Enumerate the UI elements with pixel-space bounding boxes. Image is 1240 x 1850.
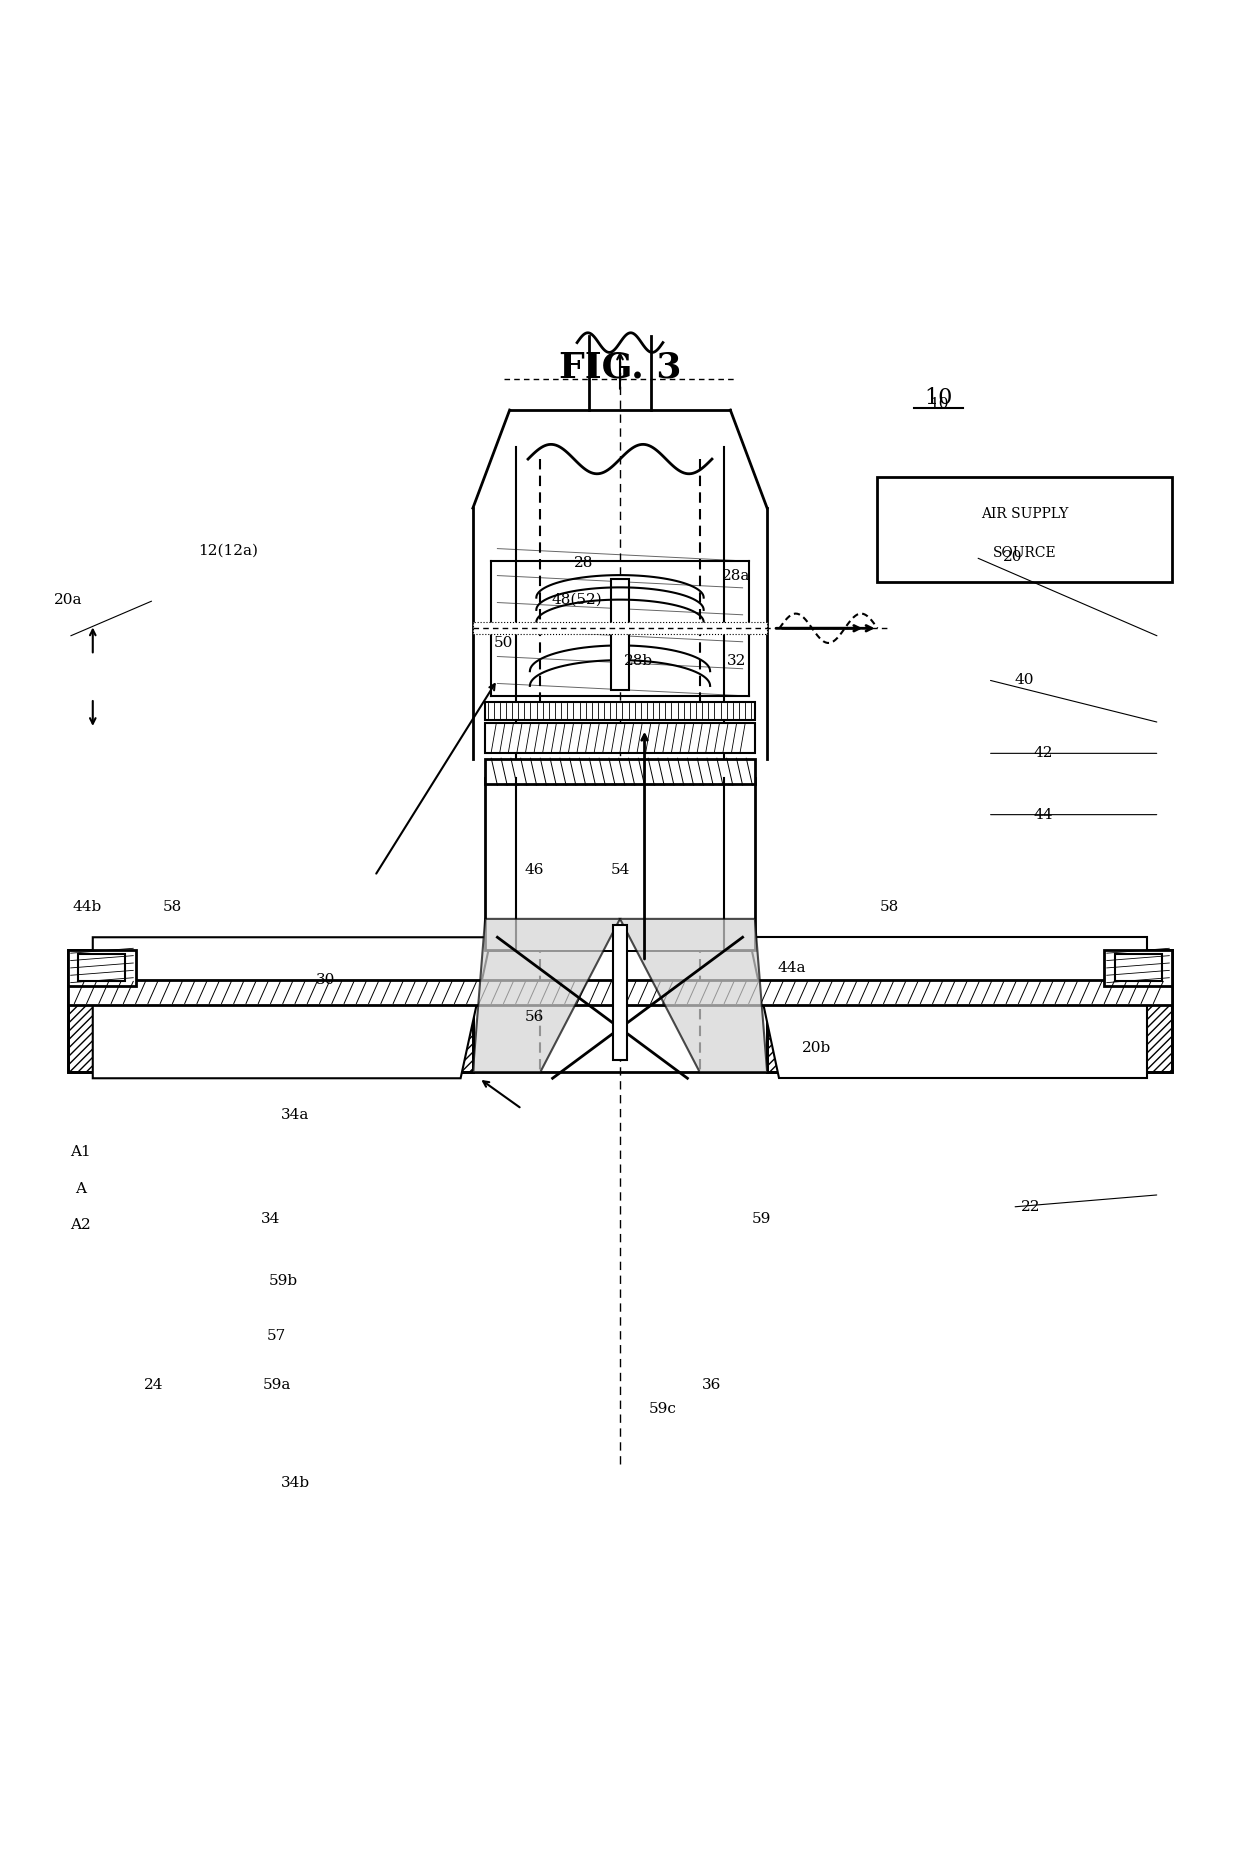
Text: 28: 28 [574, 557, 593, 570]
Text: 44: 44 [1033, 808, 1053, 821]
Text: 56: 56 [525, 1010, 544, 1023]
Text: FIG. 3: FIG. 3 [559, 350, 681, 385]
Bar [485, 701, 755, 720]
Text: 58: 58 [880, 899, 899, 914]
Text: 40: 40 [1014, 673, 1034, 686]
Bar [878, 477, 1172, 581]
Bar [1105, 949, 1172, 986]
Text: 48(52): 48(52) [552, 594, 603, 607]
Text: 20b: 20b [801, 1040, 831, 1054]
Bar [485, 760, 755, 784]
Bar [485, 777, 755, 949]
Bar [613, 925, 627, 1060]
Text: 34b: 34b [280, 1476, 310, 1489]
Text: A2: A2 [71, 1219, 91, 1232]
Text: 24: 24 [144, 1378, 164, 1391]
Text: A: A [74, 1182, 86, 1195]
Text: 36: 36 [702, 1378, 722, 1391]
Text: 59c: 59c [649, 1402, 677, 1417]
Bar [68, 949, 135, 986]
Bar [78, 955, 125, 980]
Bar [768, 949, 1172, 1073]
Text: 30: 30 [316, 973, 336, 988]
Bar [68, 949, 472, 1073]
Text: 20a: 20a [55, 594, 83, 607]
Text: 59b: 59b [268, 1273, 298, 1288]
Text: 12(12a): 12(12a) [197, 544, 258, 559]
Text: 22: 22 [1021, 1201, 1040, 1214]
Text: 28a: 28a [722, 568, 750, 583]
Bar [516, 784, 724, 949]
Text: 59: 59 [751, 1212, 771, 1227]
Text: 50: 50 [494, 636, 513, 649]
Text: 44a: 44a [777, 960, 806, 975]
Bar [485, 723, 755, 753]
Text: SOURCE: SOURCE [993, 546, 1056, 559]
Bar [1115, 955, 1162, 980]
Bar [68, 980, 1172, 1005]
Text: A1: A1 [71, 1145, 91, 1158]
Bar [472, 622, 768, 635]
Text: 20: 20 [1003, 549, 1022, 564]
Bar [68, 949, 472, 1073]
Polygon shape [472, 919, 620, 1073]
Polygon shape [620, 919, 768, 1073]
Text: 57: 57 [267, 1328, 286, 1343]
Text: 34: 34 [260, 1212, 280, 1227]
Bar [768, 949, 1172, 1073]
Text: 10: 10 [929, 398, 949, 411]
Text: 46: 46 [525, 862, 544, 877]
Text: 44b: 44b [72, 899, 102, 914]
Text: 58: 58 [162, 899, 182, 914]
Text: 34a: 34a [281, 1108, 309, 1123]
Text: 32: 32 [727, 655, 746, 668]
Polygon shape [93, 938, 491, 1079]
Text: 10: 10 [925, 387, 954, 409]
Polygon shape [749, 938, 1147, 1079]
Text: 42: 42 [1033, 746, 1053, 760]
Text: 28b: 28b [624, 655, 653, 668]
Text: 54: 54 [610, 862, 630, 877]
Bar [611, 579, 629, 690]
Bar [472, 949, 768, 1073]
Text: AIR SUPPLY: AIR SUPPLY [981, 507, 1069, 522]
Text: 59a: 59a [263, 1378, 291, 1391]
